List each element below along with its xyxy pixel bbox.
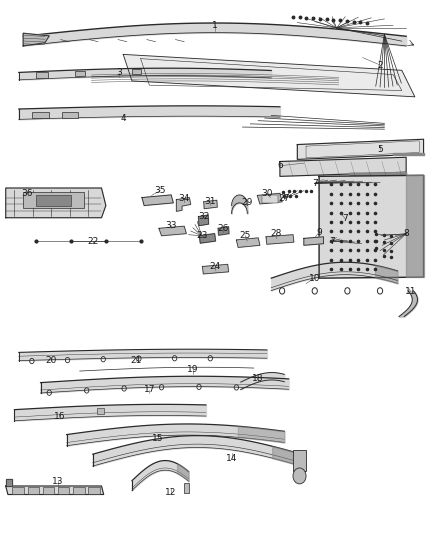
Bar [43,487,54,494]
Bar [28,487,39,494]
Text: 36: 36 [22,189,33,198]
Bar [23,192,84,208]
Polygon shape [142,195,173,206]
Polygon shape [159,226,186,236]
Text: 33: 33 [166,221,177,230]
Text: 1: 1 [212,21,218,30]
Text: 14: 14 [226,454,238,463]
Polygon shape [204,200,217,209]
Polygon shape [177,198,191,212]
Bar [88,487,100,494]
Bar [75,70,85,76]
Polygon shape [237,238,260,247]
Text: 35: 35 [155,186,166,195]
Text: 34: 34 [179,194,190,203]
Polygon shape [297,139,424,159]
Bar [184,483,189,494]
Text: 2: 2 [377,61,383,69]
Text: 18: 18 [252,374,264,383]
Polygon shape [6,486,104,495]
Polygon shape [6,188,106,217]
Text: 13: 13 [52,477,64,486]
Bar [62,112,78,117]
Bar [12,487,24,494]
Polygon shape [319,175,424,278]
Text: 19: 19 [187,366,199,374]
Text: 21: 21 [131,357,142,366]
Text: 25: 25 [240,231,251,240]
Text: 22: 22 [87,237,99,246]
Polygon shape [280,157,406,176]
Text: 27: 27 [279,194,290,203]
Text: 9: 9 [316,228,322,237]
Bar [97,408,104,414]
Text: 16: 16 [54,411,66,421]
Polygon shape [266,235,294,244]
Text: 15: 15 [152,434,164,443]
Bar [58,487,69,494]
Text: 20: 20 [46,357,57,366]
Polygon shape [123,54,415,97]
Circle shape [293,468,306,484]
Bar [73,487,85,494]
Text: 31: 31 [205,197,216,206]
Bar [132,69,141,74]
Polygon shape [257,193,282,204]
Polygon shape [23,33,49,46]
Polygon shape [218,227,229,235]
Bar [36,195,71,206]
Text: 10: 10 [309,273,321,282]
Text: 8: 8 [403,229,409,238]
Bar [261,195,278,204]
Polygon shape [198,215,208,225]
Text: 7: 7 [329,237,335,246]
Text: 24: 24 [209,262,220,271]
Bar [32,112,49,117]
Text: 30: 30 [261,189,272,198]
Text: 11: 11 [405,287,416,296]
Polygon shape [304,237,323,245]
Text: 3: 3 [116,68,122,77]
Polygon shape [199,233,215,243]
Text: 23: 23 [196,231,207,240]
Bar [293,450,306,471]
Polygon shape [202,264,229,274]
Text: 29: 29 [242,198,253,207]
Text: 7: 7 [343,214,348,223]
Text: 17: 17 [144,385,155,394]
Text: 28: 28 [270,229,281,238]
Text: 32: 32 [198,212,209,221]
Text: 7: 7 [312,179,318,188]
Text: 26: 26 [218,224,229,233]
Text: 4: 4 [120,114,126,123]
Text: 6: 6 [277,161,283,170]
Text: 5: 5 [377,146,383,155]
Polygon shape [6,479,12,486]
Text: 12: 12 [166,488,177,497]
Bar [36,72,48,78]
